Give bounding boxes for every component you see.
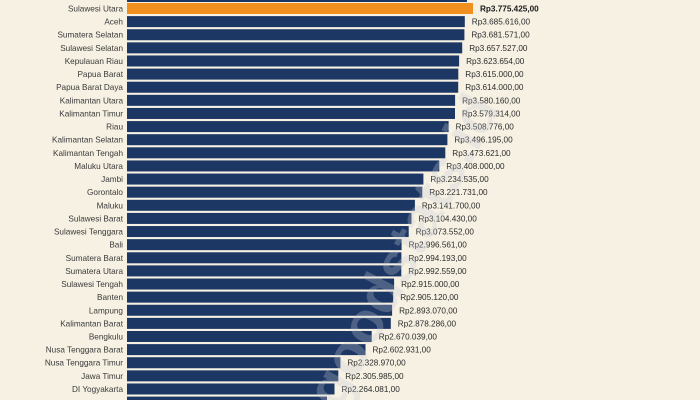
bar-6 [127,81,459,93]
value-label-20: Rp2.992.559,00 [408,267,467,276]
value-label-16: Rp3.104.430,00 [419,214,478,223]
category-label-27: Nusa Tenggara Timur [45,359,123,368]
value-label-15: Rp3.141.700,00 [422,201,481,210]
bar-0 [127,3,473,14]
value-label-2: Rp3.681.571,00 [471,31,530,40]
bar-4 [127,55,460,67]
bar-25 [127,331,372,342]
category-label-20: Sumatera Utara [65,267,123,276]
category-label-14: Gorontalo [87,188,123,197]
category-label-28: Jawa Timur [81,372,123,381]
category-label-18: Bali [109,241,123,250]
category-label-4: Kepulauan Riau [65,57,124,66]
category-label-22: Banten [97,293,123,302]
category-label-29: DI Yogyakarta [72,385,123,394]
bar-20 [127,265,402,277]
category-label-12: Maluku Utara [74,162,123,171]
category-label-8: Kalimantan Timur [59,109,123,118]
bar-21 [127,278,395,290]
bar-11 [127,147,446,159]
category-label-21: Sulawesi Tengah [61,280,123,289]
bar-cropped-top [127,0,467,2]
category-label-16: Sulawesi Barat [68,214,123,223]
value-label-14: Rp3.221.731,00 [429,188,488,197]
bar-16 [127,212,412,224]
value-label-25: Rp2.670.039,00 [379,333,438,342]
value-label-29: Rp2.264.081,00 [342,385,401,394]
value-label-4: Rp3.623.654,00 [466,57,525,66]
category-label-3: Sulawesi Selatan [60,44,123,53]
bar-5 [127,68,459,80]
bar-9 [127,121,449,133]
value-label-28: Rp2.305.985,00 [345,372,404,381]
value-label-9: Rp3.508.776,00 [456,123,515,132]
value-label-22: Rp2.905.120,00 [400,293,459,302]
value-label-27: Rp2.328.970,00 [347,359,406,368]
bar-8 [127,107,455,119]
bar-7 [127,94,456,106]
bar-1 [127,16,465,28]
value-label-6: Rp3.614.000,00 [465,83,524,92]
value-label-8: Rp3.579.314,00 [462,109,521,118]
bar-19 [127,252,402,264]
category-label-15: Maluku [97,201,124,210]
category-label-11: Kalimantan Tengah [53,149,123,158]
bars-layer: Sulawesi Utara Rp3.775.425,00 Aceh Rp3.685.… [45,0,539,400]
value-label-1: Rp3.685.616,00 [472,18,531,27]
value-label-7: Rp3.580.160,00 [462,96,521,105]
bar-17 [127,226,409,238]
bar-18 [127,239,402,251]
category-label-25: Bengkulu [89,333,124,342]
category-label-2: Sumatera Selatan [57,31,123,40]
category-label-5: Papua Barat [77,70,123,79]
value-label-12: Rp3.408.000,00 [446,162,505,171]
bar-28 [127,370,339,382]
bar-12 [127,160,440,172]
value-label-5: Rp3.615.000,00 [465,70,524,79]
value-label-23: Rp2.893.070,00 [399,306,458,315]
value-label-11: Rp3.473.621,00 [452,149,511,158]
category-label-23: Lampung [89,306,124,315]
category-label-10: Kalimantan Selatan [52,136,123,145]
value-label-10: Rp3.496.195,00 [454,136,513,145]
bar-cropped-bottom [127,396,327,400]
category-label-0: Sulawesi Utara [68,5,124,14]
category-label-19: Sumatera Barat [66,254,124,263]
category-label-1: Aceh [104,18,123,27]
value-label-3: Rp3.657.527,00 [469,44,528,53]
value-label-13: Rp3.234.535,00 [430,175,489,184]
bar-2 [127,29,465,41]
value-label-19: Rp2.994.193,00 [408,254,467,263]
value-label-24: Rp2.878.286,00 [398,319,457,328]
bar-3 [127,42,463,54]
category-label-9: Riau [106,123,123,132]
bar-22 [127,291,394,303]
bar-13 [127,173,424,185]
bar-23 [127,304,393,316]
bar-26 [127,344,366,356]
bar-14 [127,186,423,198]
value-label-21: Rp2.915.000,00 [401,280,460,289]
value-label-0: Rp3.775.425,00 [480,5,539,14]
category-label-7: Kalimantan Utara [60,96,124,105]
value-label-26: Rp2.602.931,00 [373,346,432,355]
value-label-17: Rp3.073.552,00 [416,228,475,237]
bar-10 [127,134,448,146]
value-label-18: Rp2.996.561,00 [409,241,468,250]
bar-27 [127,357,341,369]
bar-15 [127,199,415,211]
category-label-13: Jambi [101,175,123,184]
bar-29 [127,383,335,395]
category-label-17: Sulawesi Tenggara [54,228,123,237]
category-label-24: Kalimantan Barat [60,319,124,328]
category-label-26: Nusa Tenggara Barat [46,346,124,355]
category-label-6: Papua Barat Daya [56,83,123,92]
bar-24 [127,317,391,329]
